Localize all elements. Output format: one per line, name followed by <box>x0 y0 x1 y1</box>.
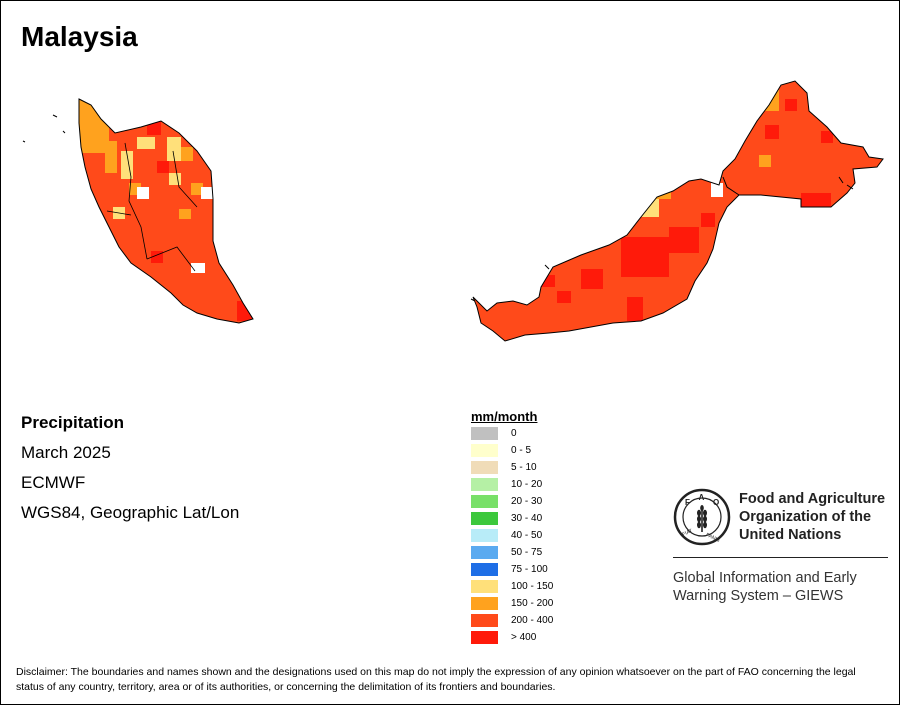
legend-label: 20 - 30 <box>511 496 543 507</box>
legend-label: 150 - 200 <box>511 598 554 609</box>
fao-logo-letter-f: F <box>685 498 690 507</box>
legend-swatch <box>471 546 498 559</box>
fao-logo-letter-o: O <box>713 498 719 507</box>
peninsular-malaysia-region <box>22 98 254 324</box>
fao-logo-letter-a: A <box>699 493 705 502</box>
fao-logo-icon: F A O FIAT PANIS <box>673 488 731 546</box>
fao-name-line-1: Food and Agriculture <box>739 491 886 507</box>
precipitation-map <box>22 80 884 342</box>
legend-label: 100 - 150 <box>511 581 554 592</box>
legend-swatch <box>471 563 498 576</box>
legend-label: 50 - 75 <box>511 547 543 558</box>
legend-swatch <box>471 597 498 610</box>
giews-line-2: Warning System – GIEWS <box>673 588 844 604</box>
fao-logo-motto-left: FIAT <box>681 528 693 538</box>
map-variable: Precipitation <box>21 413 124 432</box>
borneo-region <box>470 80 884 342</box>
legend-title: mm/month <box>471 409 538 424</box>
legend-label: 5 - 10 <box>511 462 537 473</box>
disclaimer: Disclaimer: The boundaries and names sho… <box>16 666 856 693</box>
legend-label: 0 <box>511 428 517 439</box>
legend-label: 75 - 100 <box>511 564 548 575</box>
legend-swatch <box>471 461 498 474</box>
fao-divider <box>673 557 888 558</box>
legend-label: 0 - 5 <box>511 445 532 456</box>
legend-label: 40 - 50 <box>511 530 543 541</box>
legend-label: 200 - 400 <box>511 615 554 626</box>
map-projection: WGS84, Geographic Lat/Lon <box>21 503 240 522</box>
map-source: ECMWF <box>21 473 86 492</box>
legend-swatch <box>471 444 498 457</box>
legend-swatch <box>471 529 498 542</box>
map-period: March 2025 <box>21 443 111 462</box>
fao-logo-motto-right: PANIS <box>705 532 721 544</box>
legend-swatch <box>471 495 498 508</box>
map-title: Malaysia <box>21 21 138 52</box>
legend-label: 10 - 20 <box>511 479 543 490</box>
fao-name-line-3: United Nations <box>739 527 842 543</box>
giews-line-1: Global Information and Early <box>673 570 857 586</box>
legend-swatch <box>471 580 498 593</box>
legend-swatch <box>471 427 498 440</box>
legend-swatch <box>471 631 498 644</box>
legend-swatch <box>471 512 498 525</box>
legend-label: > 400 <box>511 632 537 643</box>
legend-swatch <box>471 614 498 627</box>
fao-name-line-2: Organization of the <box>739 509 872 525</box>
legend-label: 30 - 40 <box>511 513 543 524</box>
legend-swatch <box>471 478 498 491</box>
